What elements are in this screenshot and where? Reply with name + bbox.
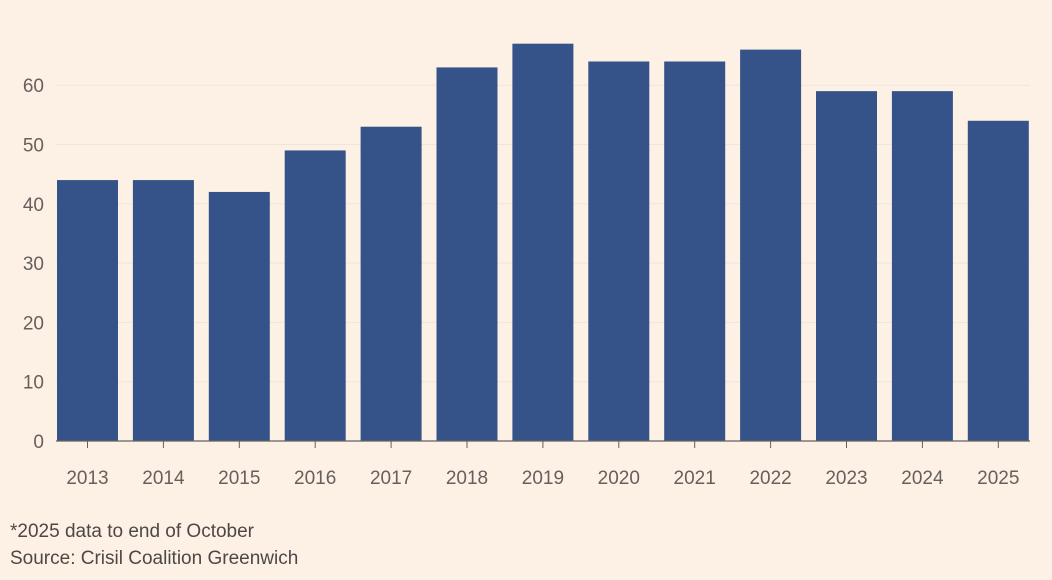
y-tick-label: 0 [33, 432, 44, 453]
x-tick-label: 2021 [674, 468, 716, 489]
bar-2019 [512, 43, 574, 441]
x-tick-label: 2024 [901, 468, 944, 489]
bar-2013 [57, 180, 118, 441]
x-tick-label: 2015 [218, 468, 260, 489]
x-tick-label: 2022 [749, 468, 791, 489]
bar-2015 [208, 191, 270, 441]
bar-2020 [588, 61, 650, 441]
bar-2021 [664, 61, 726, 441]
y-tick-label: 20 [23, 313, 44, 334]
x-tick-label: 2016 [294, 468, 336, 489]
bar-2024 [891, 91, 953, 441]
y-axis: 0 10 20 30 40 50 60 [23, 76, 44, 453]
x-tick-label: 2025 [977, 468, 1019, 489]
bar-2014 [132, 180, 194, 441]
x-tick-label: 2014 [142, 468, 185, 489]
y-tick-label: 50 [23, 136, 44, 157]
source-note: Source: Crisil Coalition Greenwich [10, 548, 299, 569]
y-tick-label: 40 [23, 195, 44, 216]
x-tick-label: 2020 [598, 468, 640, 489]
bar-2023 [816, 91, 877, 441]
bar-2022 [740, 49, 802, 442]
y-tick-label: 30 [23, 254, 44, 275]
y-tick-label: 60 [23, 76, 44, 97]
x-axis-labels: 2013 2014 2015 2016 2017 2018 2019 2020 2021 2022… [66, 468, 1019, 489]
x-tick-label: 2023 [825, 468, 867, 489]
x-axis [56, 440, 1030, 448]
data-footnote: *2025 data to end of October [10, 521, 255, 542]
bar-2018 [436, 67, 498, 441]
bar-2025 [967, 120, 1029, 441]
x-tick-label: 2019 [522, 468, 564, 489]
x-tick-label: 2018 [446, 468, 488, 489]
bar-2017 [360, 126, 422, 442]
x-tick-label: 2013 [66, 468, 108, 489]
x-tick-label: 2017 [370, 468, 412, 489]
y-tick-label: 10 [23, 373, 44, 394]
bars [57, 43, 1029, 442]
bar-2016 [284, 150, 346, 441]
